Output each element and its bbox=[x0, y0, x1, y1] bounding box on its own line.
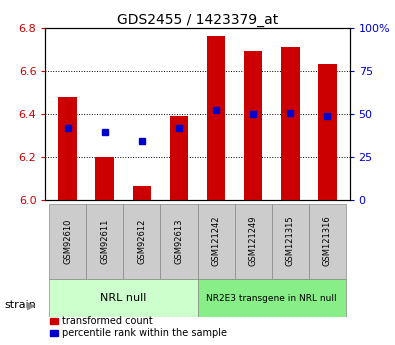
Text: GSM92611: GSM92611 bbox=[100, 218, 109, 264]
Bar bbox=[86, 204, 123, 279]
Bar bbox=[96, 157, 114, 200]
Bar bbox=[123, 204, 160, 279]
Text: NRL null: NRL null bbox=[100, 293, 147, 303]
Bar bbox=[198, 279, 346, 317]
Bar bbox=[49, 279, 198, 317]
Bar bbox=[58, 97, 77, 200]
Text: GSM92613: GSM92613 bbox=[175, 218, 183, 264]
Text: strain: strain bbox=[4, 300, 36, 310]
Text: GSM92612: GSM92612 bbox=[137, 218, 147, 264]
Text: GSM121242: GSM121242 bbox=[212, 216, 220, 266]
Bar bbox=[49, 204, 86, 279]
Text: NR2E3 transgene in NRL null: NR2E3 transgene in NRL null bbox=[206, 294, 337, 303]
Bar bbox=[198, 204, 235, 279]
Text: ▶: ▶ bbox=[27, 300, 36, 310]
Bar bbox=[244, 51, 262, 200]
Bar bbox=[160, 204, 198, 279]
Text: GSM121316: GSM121316 bbox=[323, 216, 332, 266]
Bar bbox=[272, 204, 309, 279]
Bar bbox=[309, 204, 346, 279]
Text: GSM121315: GSM121315 bbox=[286, 216, 295, 266]
Bar bbox=[207, 36, 225, 200]
Title: GDS2455 / 1423379_at: GDS2455 / 1423379_at bbox=[117, 12, 278, 27]
Bar bbox=[318, 64, 337, 200]
Bar bbox=[235, 204, 272, 279]
Bar bbox=[133, 186, 151, 200]
Bar bbox=[170, 116, 188, 200]
Text: GSM92610: GSM92610 bbox=[63, 218, 72, 264]
Bar bbox=[281, 47, 299, 200]
Text: GSM121249: GSM121249 bbox=[248, 216, 258, 266]
Legend: transformed count, percentile rank within the sample: transformed count, percentile rank withi… bbox=[50, 316, 227, 338]
